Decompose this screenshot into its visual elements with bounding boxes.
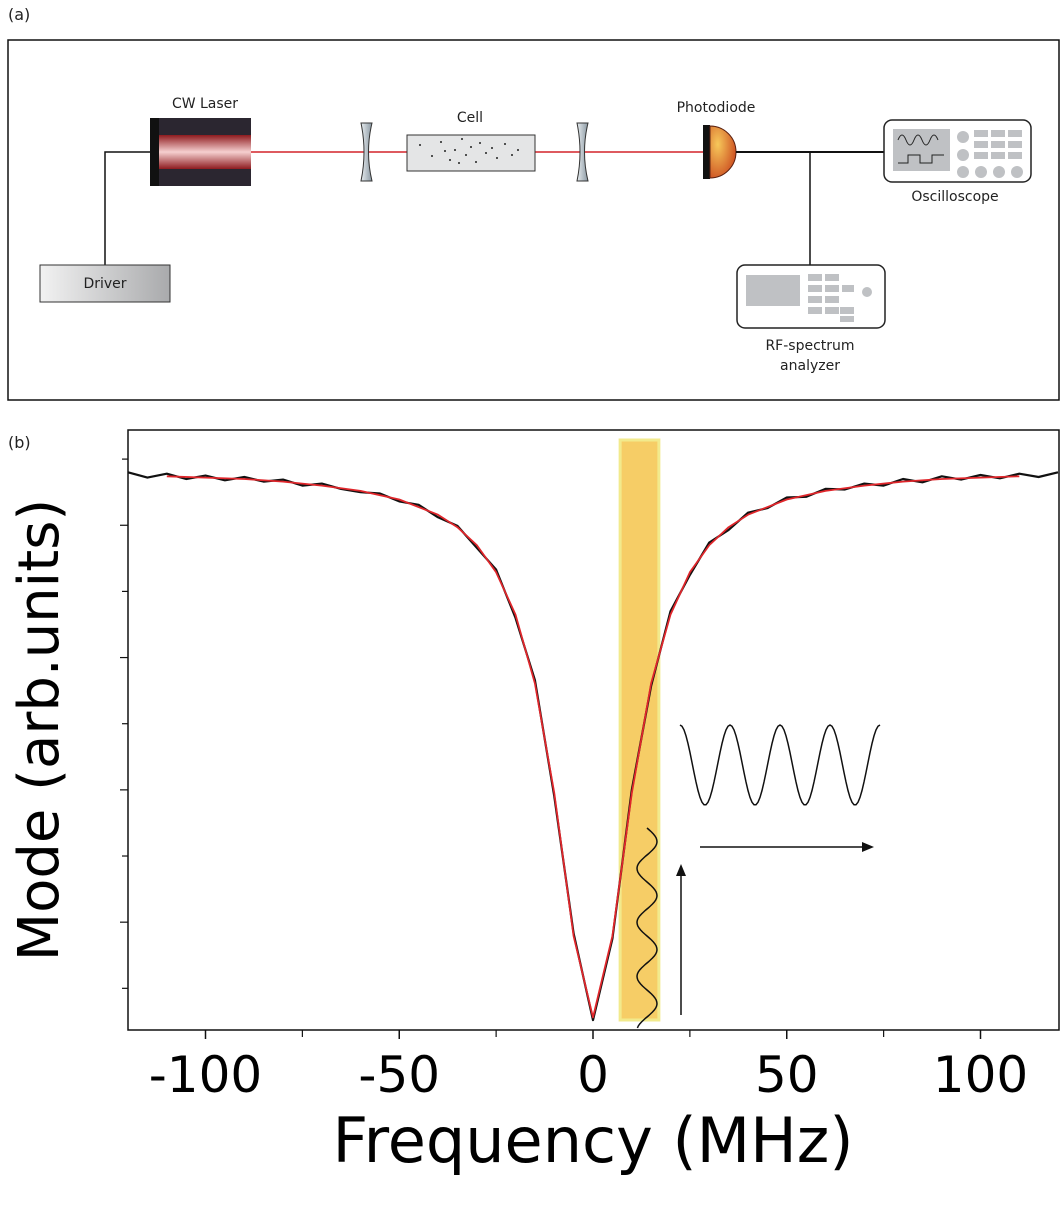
buttons [957, 130, 1023, 178]
lens [576, 122, 589, 182]
series-line [127, 471, 1059, 1022]
driver-box [39, 264, 171, 303]
screen-trace [897, 134, 944, 164]
chart: -100 -50 0 50 100 [120, 429, 1060, 1104]
highlight-band [618, 438, 661, 1022]
laser-plate [150, 118, 159, 186]
diagram: (a) Driver CW Laser Cell Photodiode Osci [7, 5, 1060, 401]
atoms [419, 138, 519, 164]
node-label: Driver [83, 276, 126, 292]
node-label: Oscilloscope [911, 189, 998, 205]
panel-label: (a) [8, 5, 30, 24]
node-label: Cell [457, 110, 483, 126]
lens [360, 122, 373, 182]
plot-frame [127, 429, 1060, 1031]
x-tick-label: 100 [933, 1046, 1028, 1104]
photodiode-plate [703, 125, 710, 179]
node-label: CW Laser [172, 96, 238, 112]
panel-frame [7, 39, 1060, 401]
x-tick-label: -100 [149, 1046, 262, 1104]
panel-label: (b) [8, 433, 31, 452]
arrow-head [862, 842, 874, 852]
x-tick-label: 50 [755, 1046, 819, 1104]
wire [104, 151, 152, 265]
buttons [808, 274, 872, 322]
screen [746, 275, 800, 306]
photodiode [709, 125, 737, 179]
illustration [636, 724, 881, 1029]
wave [636, 827, 658, 1029]
arrow-head [676, 864, 686, 876]
node-label: Photodiode [677, 100, 756, 116]
cell [406, 134, 536, 172]
x-axis-label: Frequency (MHz) [332, 1104, 853, 1177]
node-label: analyzer [780, 358, 840, 374]
wave [679, 724, 881, 806]
x-tick-label: 0 [577, 1046, 609, 1104]
laser-cavity [159, 135, 251, 169]
series-line [166, 475, 1020, 1019]
node-label: RF-spectrum [765, 338, 854, 354]
x-tick-label: -50 [358, 1046, 440, 1104]
y-axis-label: Mode (arb.units) [7, 499, 72, 961]
screen [893, 129, 950, 171]
